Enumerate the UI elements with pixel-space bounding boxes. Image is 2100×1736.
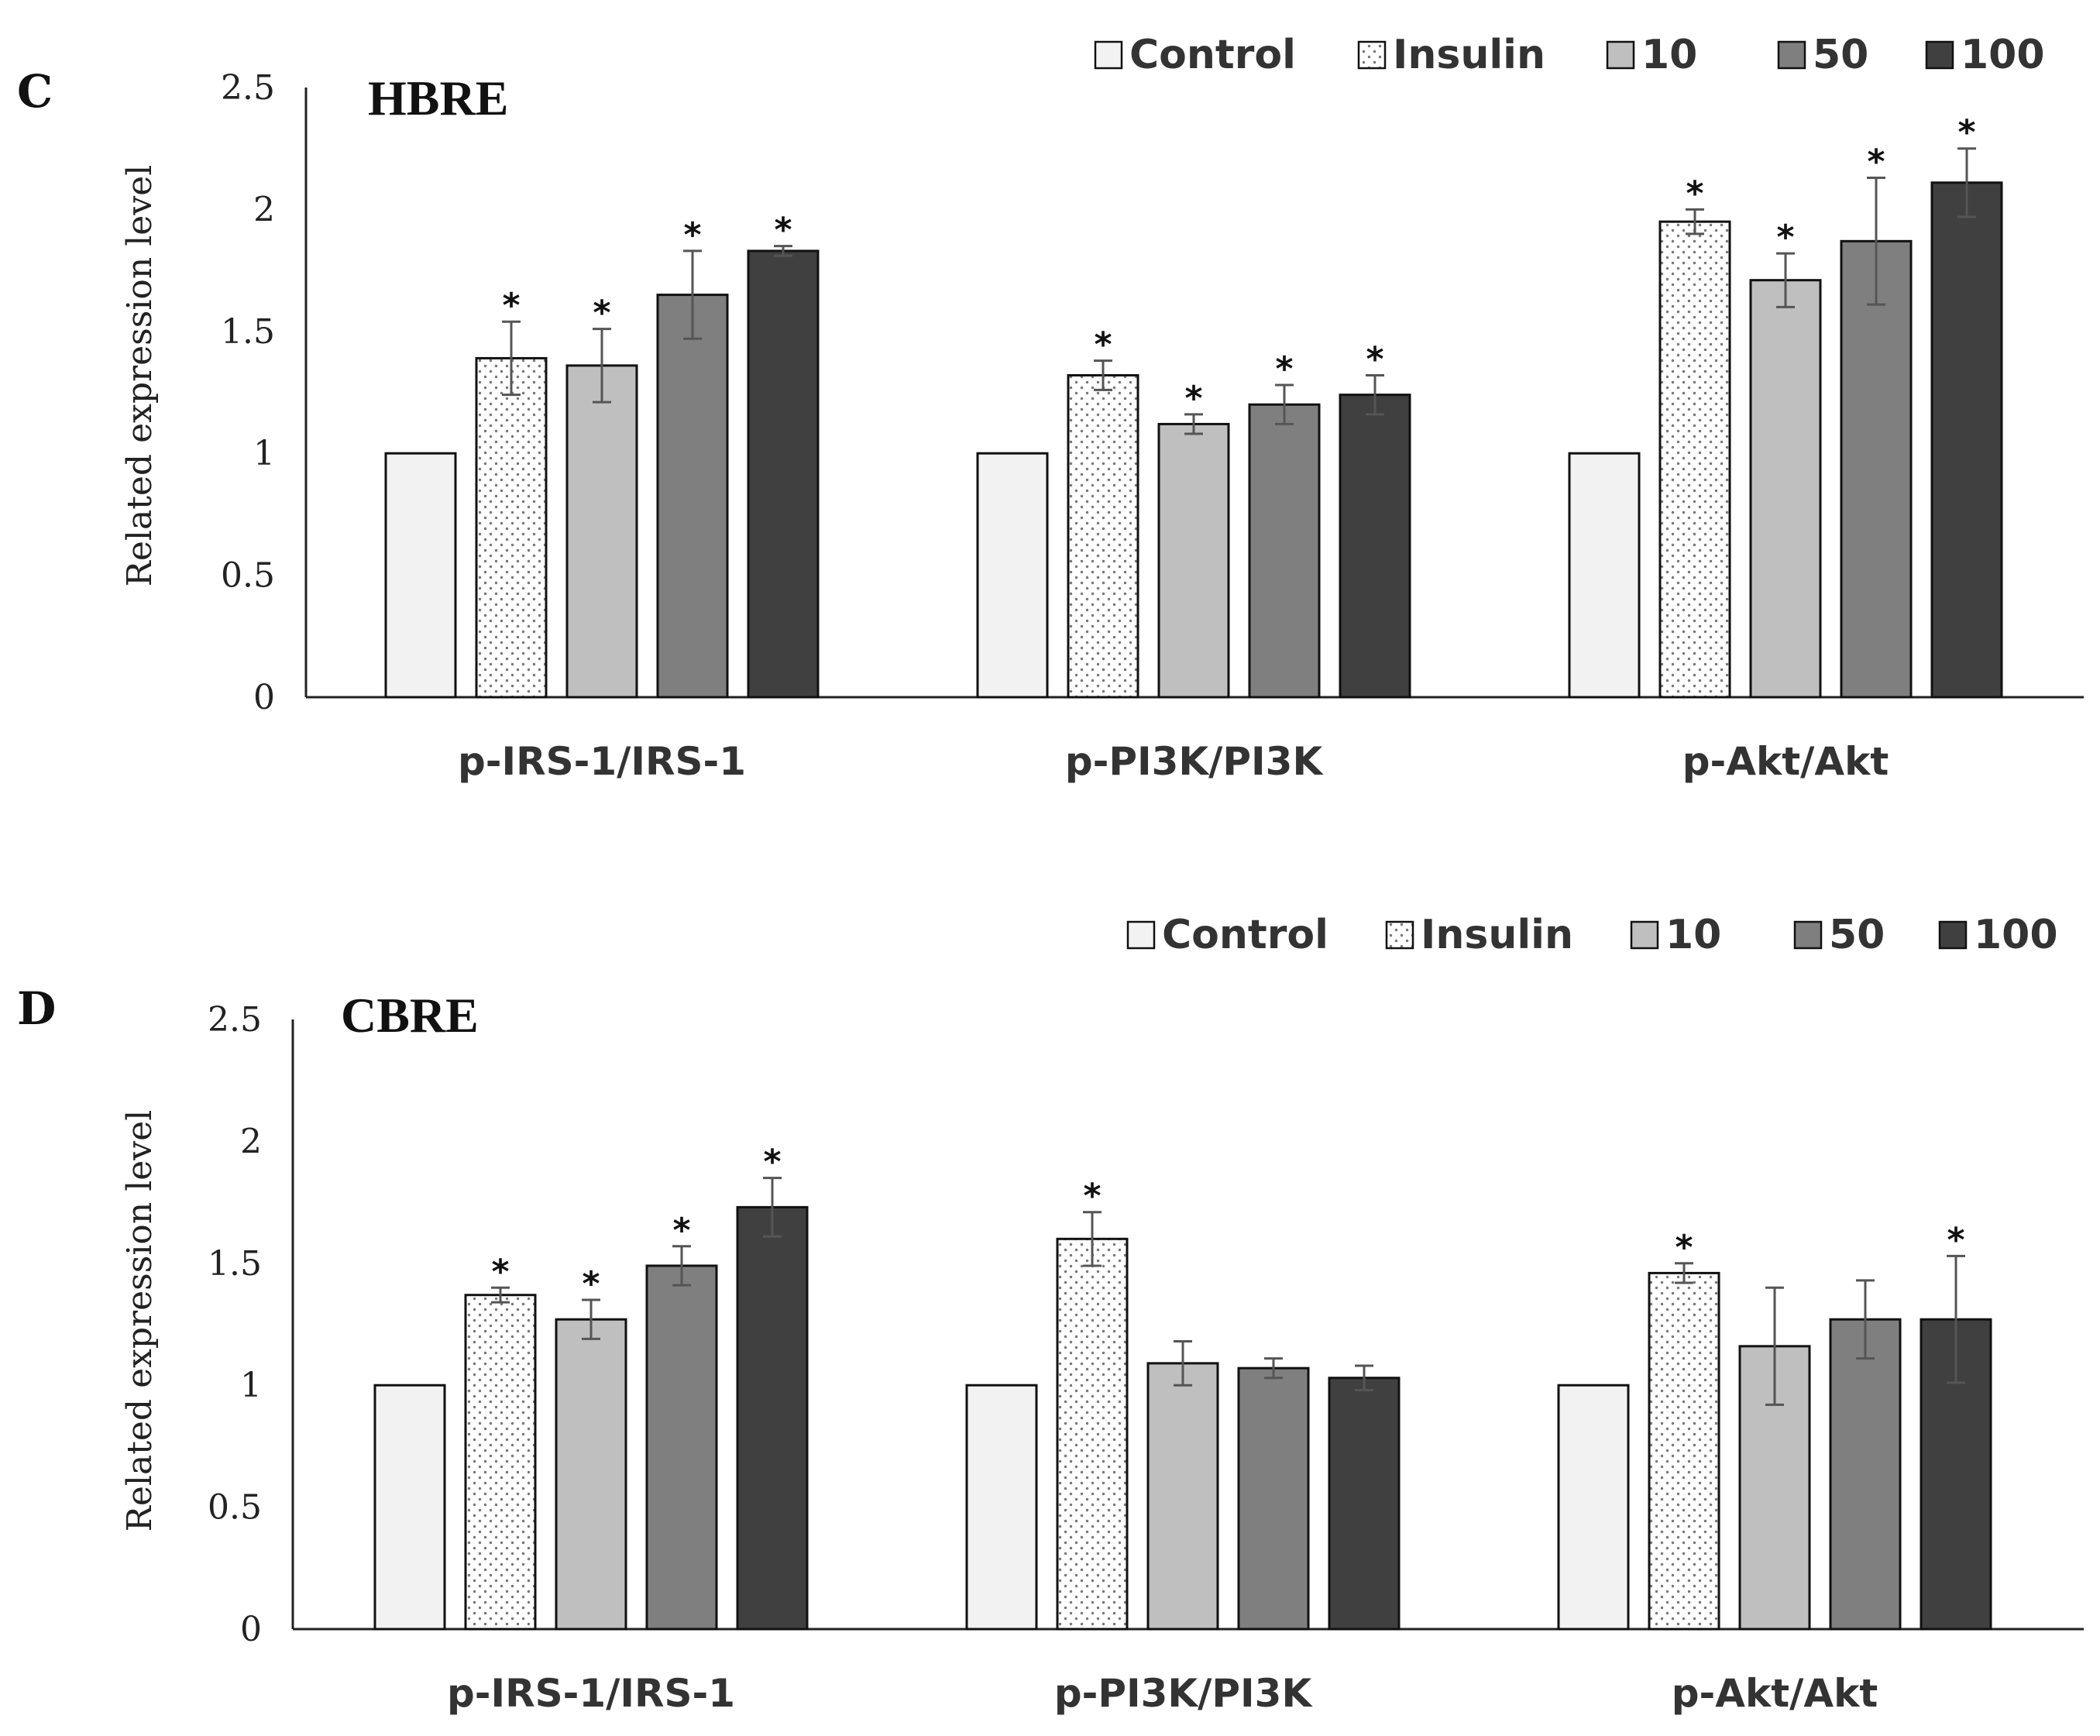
y-axis-title: Related expression level (120, 1110, 160, 1532)
significance-star: * (1275, 349, 1293, 389)
legend-label: Control (1129, 32, 1296, 78)
significance-star: * (582, 1264, 600, 1304)
bar (555, 1318, 627, 1631)
legend-label: Insulin (1421, 912, 1573, 958)
x-category-label: p-PI3K/PI3K (1065, 739, 1325, 784)
significance-star: * (1947, 1220, 1964, 1260)
y-tick-label: 1 (240, 1366, 262, 1405)
legend-swatch (1606, 40, 1635, 70)
legend-swatch (1094, 40, 1123, 70)
chart-title: CBRE (341, 988, 479, 1043)
significance-star: * (763, 1143, 781, 1182)
bar (1557, 1384, 1630, 1631)
significance-star: * (1184, 379, 1202, 418)
y-tick-label: 1.5 (208, 1244, 262, 1284)
bar (736, 1205, 809, 1631)
bar (645, 1264, 718, 1631)
significance-star: * (1366, 339, 1383, 379)
panel-letter: C (17, 65, 53, 118)
y-tick-label: 0 (240, 1610, 262, 1649)
y-tick-label: 2 (253, 190, 275, 229)
legend-label: 50 (1813, 32, 1868, 78)
chart-panel-d: D CBRE Related expression level 0 0.5 1 1.5 2 2.… (17, 912, 2084, 1716)
bar (1056, 1237, 1129, 1631)
legend-label: Control (1162, 912, 1328, 958)
bar (1248, 403, 1321, 699)
significance-star: * (491, 1252, 509, 1291)
significance-star: * (1776, 218, 1794, 257)
legend-label: 10 (1665, 912, 1721, 958)
x-category-label: p-Akt/Akt (1682, 739, 1889, 784)
chart-title: HBRE (368, 70, 508, 125)
y-axis-title: Related expression level (120, 165, 160, 587)
significance-star: * (1083, 1177, 1101, 1216)
panel-letter: D (17, 982, 56, 1035)
x-category-label: p-Akt/Akt (1672, 1671, 1878, 1716)
bar (1840, 239, 1913, 699)
legend-swatch (1630, 920, 1659, 950)
significance-star: * (1957, 113, 1975, 153)
legend-label: 50 (1829, 912, 1885, 958)
significance-star: * (502, 286, 520, 325)
y-tick-label: 1.5 (221, 312, 275, 352)
legend-label: Insulin (1393, 32, 1545, 78)
legend-label: 10 (1641, 32, 1697, 78)
bar (656, 294, 729, 699)
bar (464, 1294, 537, 1631)
legend-swatch (1385, 920, 1414, 950)
y-tick-label: 0.5 (221, 556, 275, 596)
chart-panel-c: C HBRE Related expression level 0 0.5 1 1.5 2 2.… (17, 32, 2084, 784)
x-category-label: p-PI3K/PI3K (1054, 1671, 1314, 1716)
bar (1568, 452, 1641, 699)
legend-label: 100 (1974, 912, 2058, 958)
bar (373, 1384, 446, 1631)
bar (976, 452, 1049, 699)
y-tick-label: 0 (253, 678, 275, 717)
legend-swatch (1126, 920, 1156, 950)
bar (1237, 1366, 1310, 1631)
bar (1658, 220, 1731, 699)
significance-star: * (1675, 1228, 1693, 1267)
legend-swatch (1925, 40, 1954, 70)
bar (1829, 1318, 1902, 1631)
x-category-label: p-IRS-1/IRS-1 (447, 1671, 735, 1716)
bar (475, 356, 548, 699)
significance-star: * (672, 1211, 690, 1250)
bar (965, 1384, 1038, 1631)
y-tick-label: 1 (253, 434, 275, 473)
bar (1749, 279, 1822, 699)
bar (565, 364, 638, 699)
bar (1067, 373, 1139, 699)
bar (384, 452, 457, 699)
x-category-label: p-IRS-1/IRS-1 (458, 739, 746, 784)
legend-swatch (1938, 920, 1968, 950)
y-tick-label: 2.5 (208, 1000, 262, 1040)
chart-root: C HBRE Related expression level 0 0.5 1 1.5 2 2.… (17, 32, 2084, 1716)
y-tick-label: 2 (240, 1122, 262, 1161)
bar (1339, 394, 1411, 699)
y-tick-label: 2.5 (221, 68, 275, 108)
significance-star: * (593, 294, 610, 333)
bar (1328, 1377, 1401, 1631)
legend-swatch (1777, 40, 1806, 70)
y-tick-label: 0.5 (208, 1488, 262, 1528)
bar (1930, 181, 2003, 699)
bar (1146, 1362, 1219, 1631)
bar (747, 249, 820, 699)
legend-label: 100 (1961, 32, 2045, 78)
bar (1157, 422, 1230, 699)
significance-star: * (683, 215, 701, 255)
significance-star: * (1094, 325, 1112, 365)
significance-star: * (1867, 142, 1885, 181)
legend-swatch (1357, 40, 1387, 70)
legend-swatch (1793, 920, 1823, 950)
bar (1648, 1271, 1720, 1631)
significance-star: * (1686, 174, 1703, 213)
significance-star: * (774, 211, 792, 250)
